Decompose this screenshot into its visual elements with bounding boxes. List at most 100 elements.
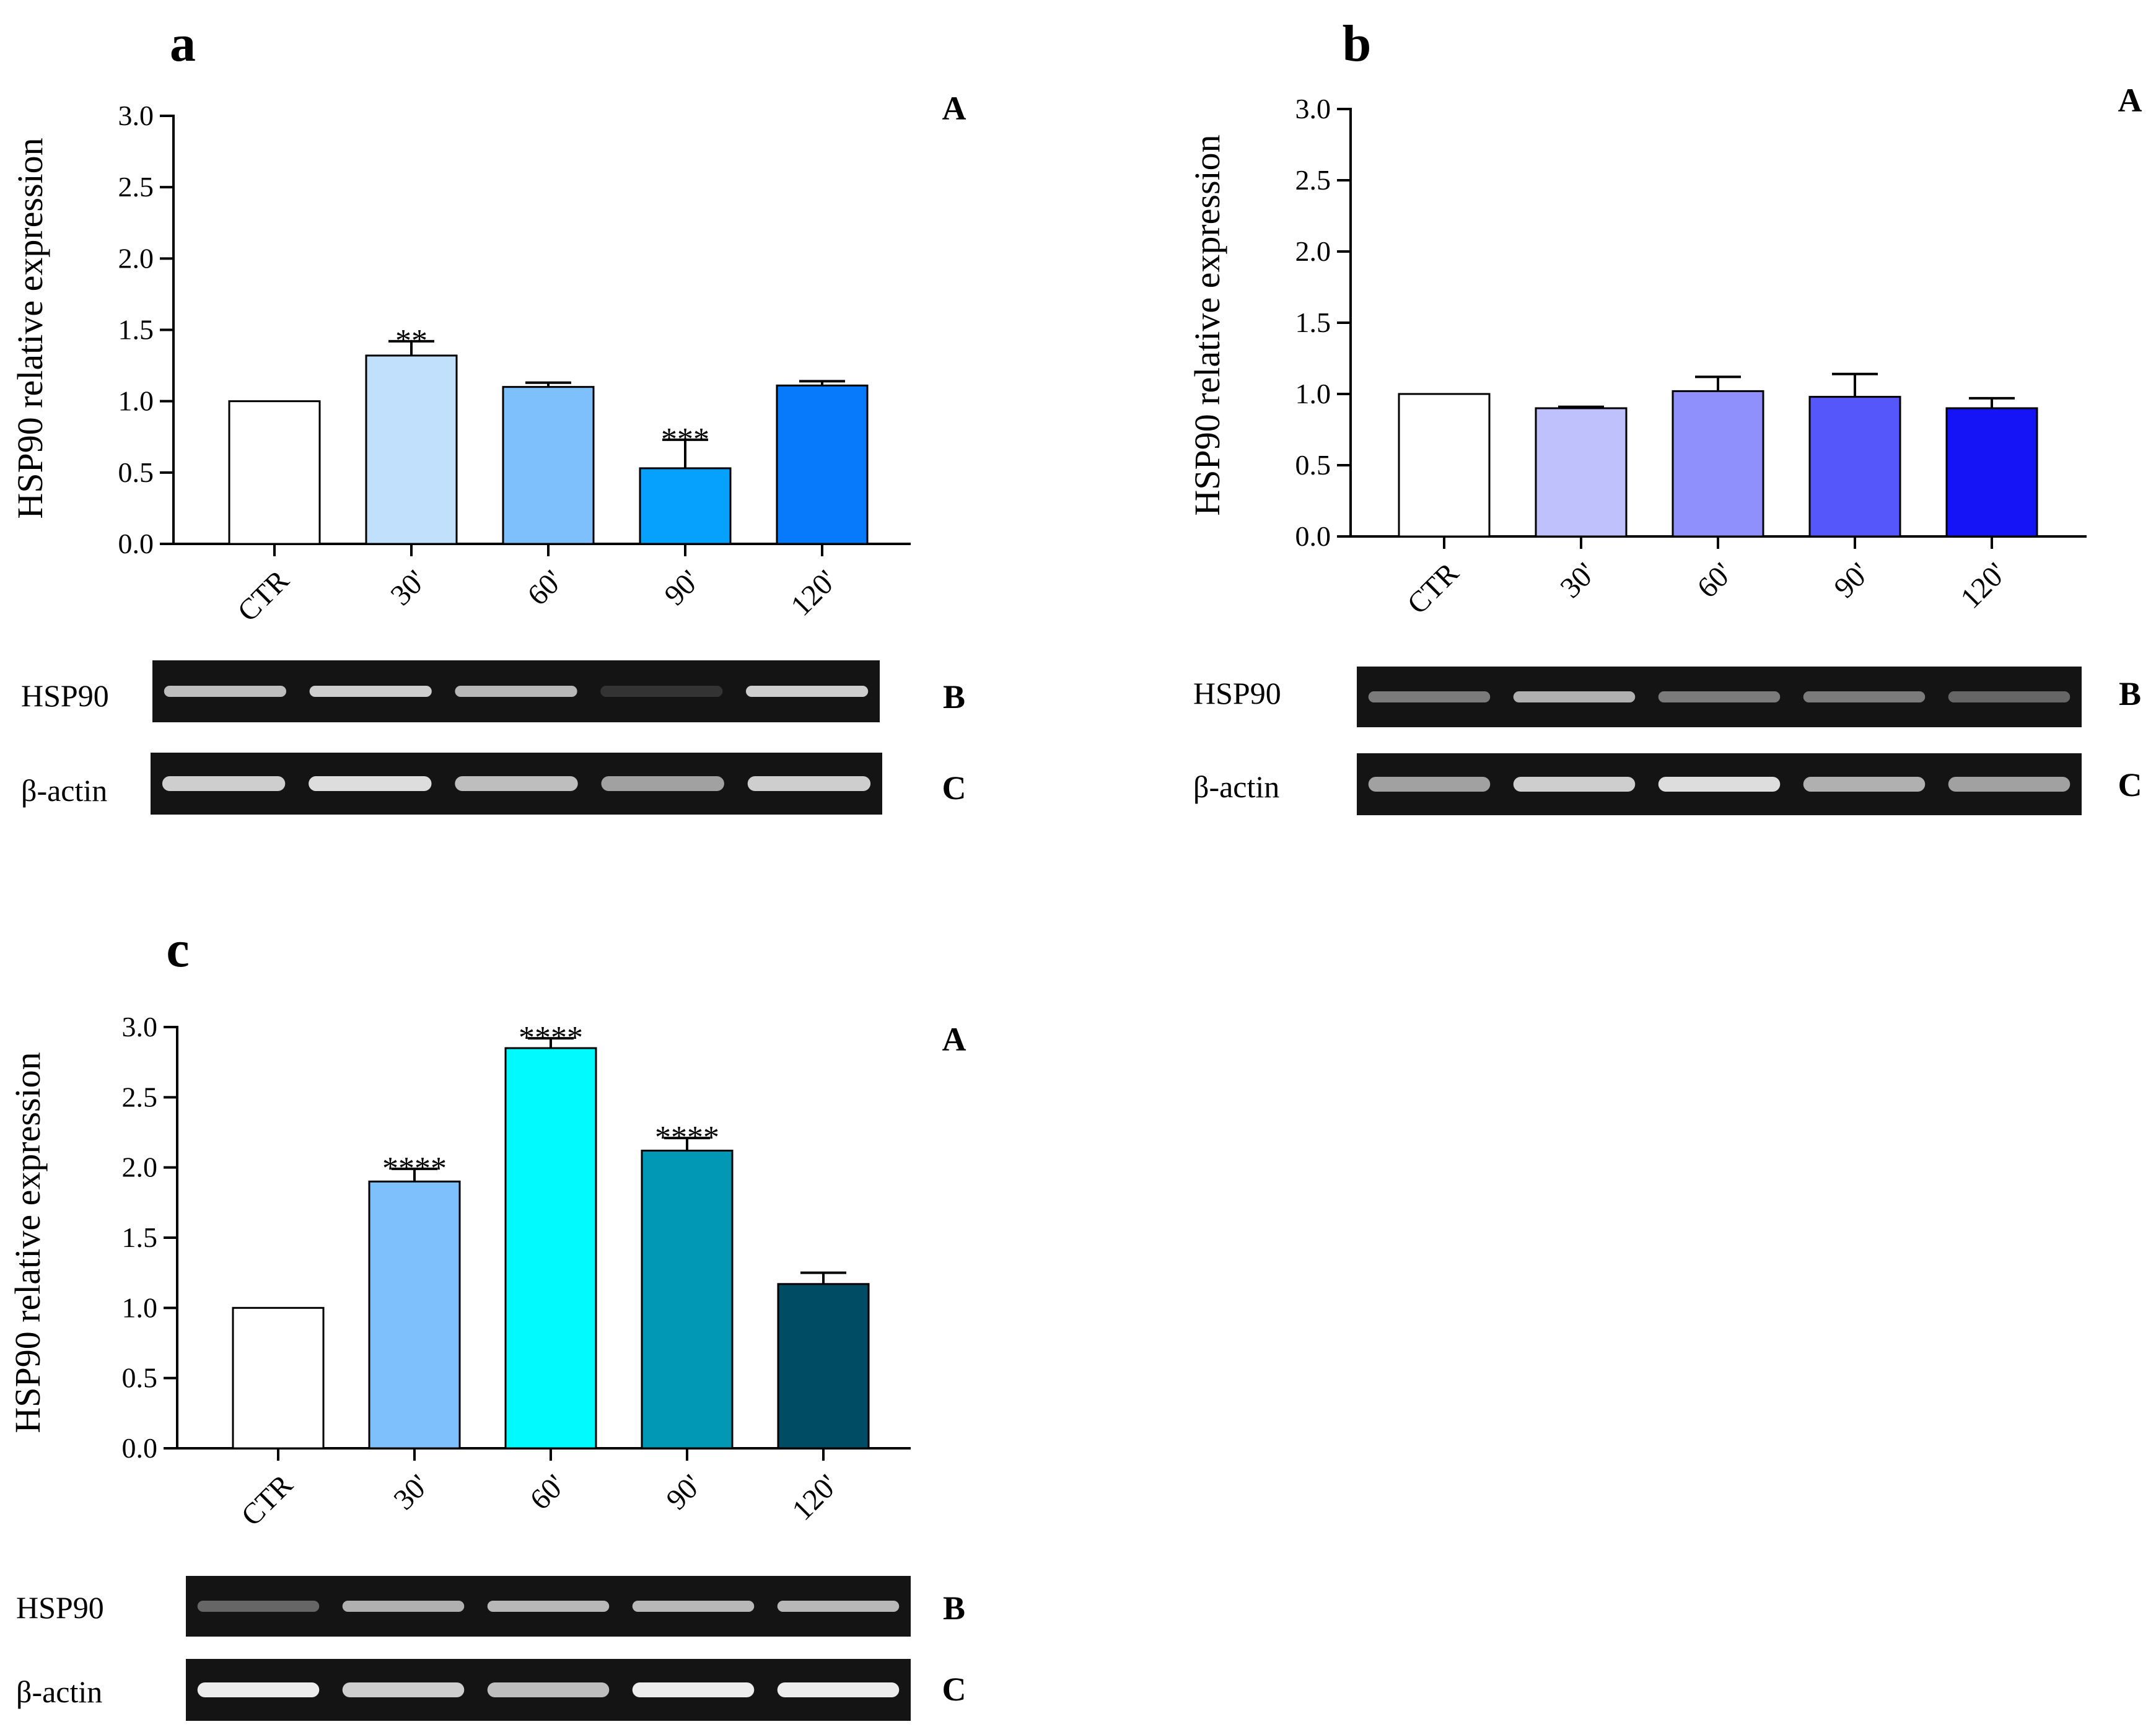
bar-1 [368, 1180, 461, 1450]
blot-hsp90 [152, 660, 880, 722]
blot-band [162, 776, 286, 791]
blot-band [487, 1601, 610, 1612]
y-tick-label: 2.0 [118, 242, 154, 274]
y-tick-label: 3.0 [1295, 93, 1331, 125]
blot-row-label-actin: β-actin [1193, 769, 1279, 804]
blot-band [1803, 777, 1926, 792]
bar-3 [639, 467, 732, 545]
x-tick-label: 30' [1554, 556, 1602, 605]
blot-band [1368, 777, 1491, 792]
y-tick-label: 3.0 [118, 100, 154, 131]
blot-sublabel: C [942, 769, 966, 807]
bar-4 [1945, 407, 2038, 538]
blot-band [342, 1682, 465, 1697]
y-axis-label: HSP90 relative expression [1187, 134, 1227, 515]
x-tick-label: 90' [1828, 556, 1876, 605]
y-tick-label: 0.0 [1295, 520, 1331, 552]
y-tick-label: 1.0 [118, 385, 154, 417]
blot-sublabel: B [2119, 675, 2141, 712]
blot-actin [1357, 753, 2082, 815]
bar-1 [1535, 407, 1628, 538]
blot-row-label-hsp90: HSP90 [16, 1590, 104, 1625]
bar-2 [1672, 390, 1764, 538]
chart-sublabel: A [942, 90, 966, 127]
bar-0 [1398, 393, 1491, 538]
bar-2 [502, 386, 595, 545]
blot-band [1658, 777, 1781, 792]
x-tick-label: 90' [658, 564, 706, 612]
blot-sublabel: B [943, 678, 965, 715]
x-tick-label: 60' [524, 1468, 572, 1516]
y-tick-label: 1.0 [1295, 378, 1331, 409]
blot-band [632, 1682, 755, 1697]
blot-row-label-hsp90: HSP90 [21, 678, 109, 713]
bar-4 [776, 384, 869, 545]
blot-band [600, 686, 723, 697]
y-axis-label: HSP90 relative expression [10, 138, 50, 518]
y-tick-label: 0.5 [118, 457, 154, 488]
x-tick-label: 120' [1954, 556, 2013, 615]
significance-marker: **** [655, 1120, 719, 1155]
blot-band [601, 776, 724, 791]
x-tick-label: CTR [235, 1468, 299, 1532]
blot-band [455, 776, 578, 791]
blot-row-label-actin: β-actin [16, 1674, 102, 1709]
blot-hsp90 [186, 1576, 911, 1637]
y-tick-label: 0.5 [122, 1362, 158, 1394]
blot-band [1658, 691, 1781, 702]
blot-band [777, 1682, 900, 1697]
y-tick-label: 0.5 [1295, 449, 1331, 481]
y-tick-label: 2.5 [1295, 164, 1331, 196]
bar-3 [641, 1149, 734, 1450]
blot-band [164, 686, 287, 697]
blot-row-label-actin: β-actin [21, 773, 107, 808]
blot-band [1803, 691, 1926, 702]
blot-band [342, 1601, 465, 1612]
y-tick-label: 2.0 [1295, 235, 1331, 267]
y-tick-label: 0.0 [118, 528, 154, 559]
bar-3 [1808, 396, 1901, 538]
x-tick-label: 60' [521, 564, 569, 612]
y-tick-label: 1.5 [118, 314, 154, 346]
x-tick-label: 60' [1691, 556, 1739, 605]
blot-sublabel: C [2118, 766, 2142, 803]
chart-sublabel: A [2118, 82, 2142, 119]
bar-0 [232, 1306, 325, 1450]
significance-marker: **** [382, 1151, 447, 1186]
y-tick-label: 1.5 [122, 1222, 158, 1253]
bar-1 [365, 354, 458, 545]
blot-band [747, 776, 871, 791]
blot-band [197, 1601, 320, 1612]
bar-0 [228, 400, 321, 545]
panel-letter: a [170, 15, 196, 72]
x-tick-label: 90' [660, 1468, 708, 1516]
x-tick-label: 120' [784, 564, 843, 623]
panel-letter: c [166, 921, 189, 978]
y-axis-label: HSP90 relative expression [7, 1052, 48, 1433]
blot-band [455, 686, 577, 697]
blot-sublabel: B [943, 1590, 965, 1627]
x-tick-label: CTR [231, 564, 295, 628]
bar-4 [777, 1283, 870, 1450]
y-tick-label: 2.5 [122, 1081, 158, 1113]
significance-marker: **** [519, 1020, 583, 1056]
y-tick-label: 1.5 [1295, 307, 1331, 338]
x-tick-label: CTR [1401, 556, 1465, 620]
significance-marker: *** [661, 422, 709, 457]
blot-band [1368, 691, 1491, 702]
y-tick-label: 2.0 [122, 1152, 158, 1183]
blot-band [1513, 691, 1636, 702]
bar-2 [504, 1047, 597, 1450]
y-tick-label: 3.0 [122, 1011, 158, 1043]
blot-sublabel: C [942, 1671, 966, 1708]
x-tick-label: 30' [384, 564, 432, 612]
blot-hsp90 [1357, 667, 2082, 727]
blot-band [309, 686, 432, 697]
blot-actin [151, 753, 882, 815]
blot-band [745, 686, 869, 697]
blot-actin [186, 1659, 911, 1721]
blot-row-label-hsp90: HSP90 [1193, 676, 1281, 711]
